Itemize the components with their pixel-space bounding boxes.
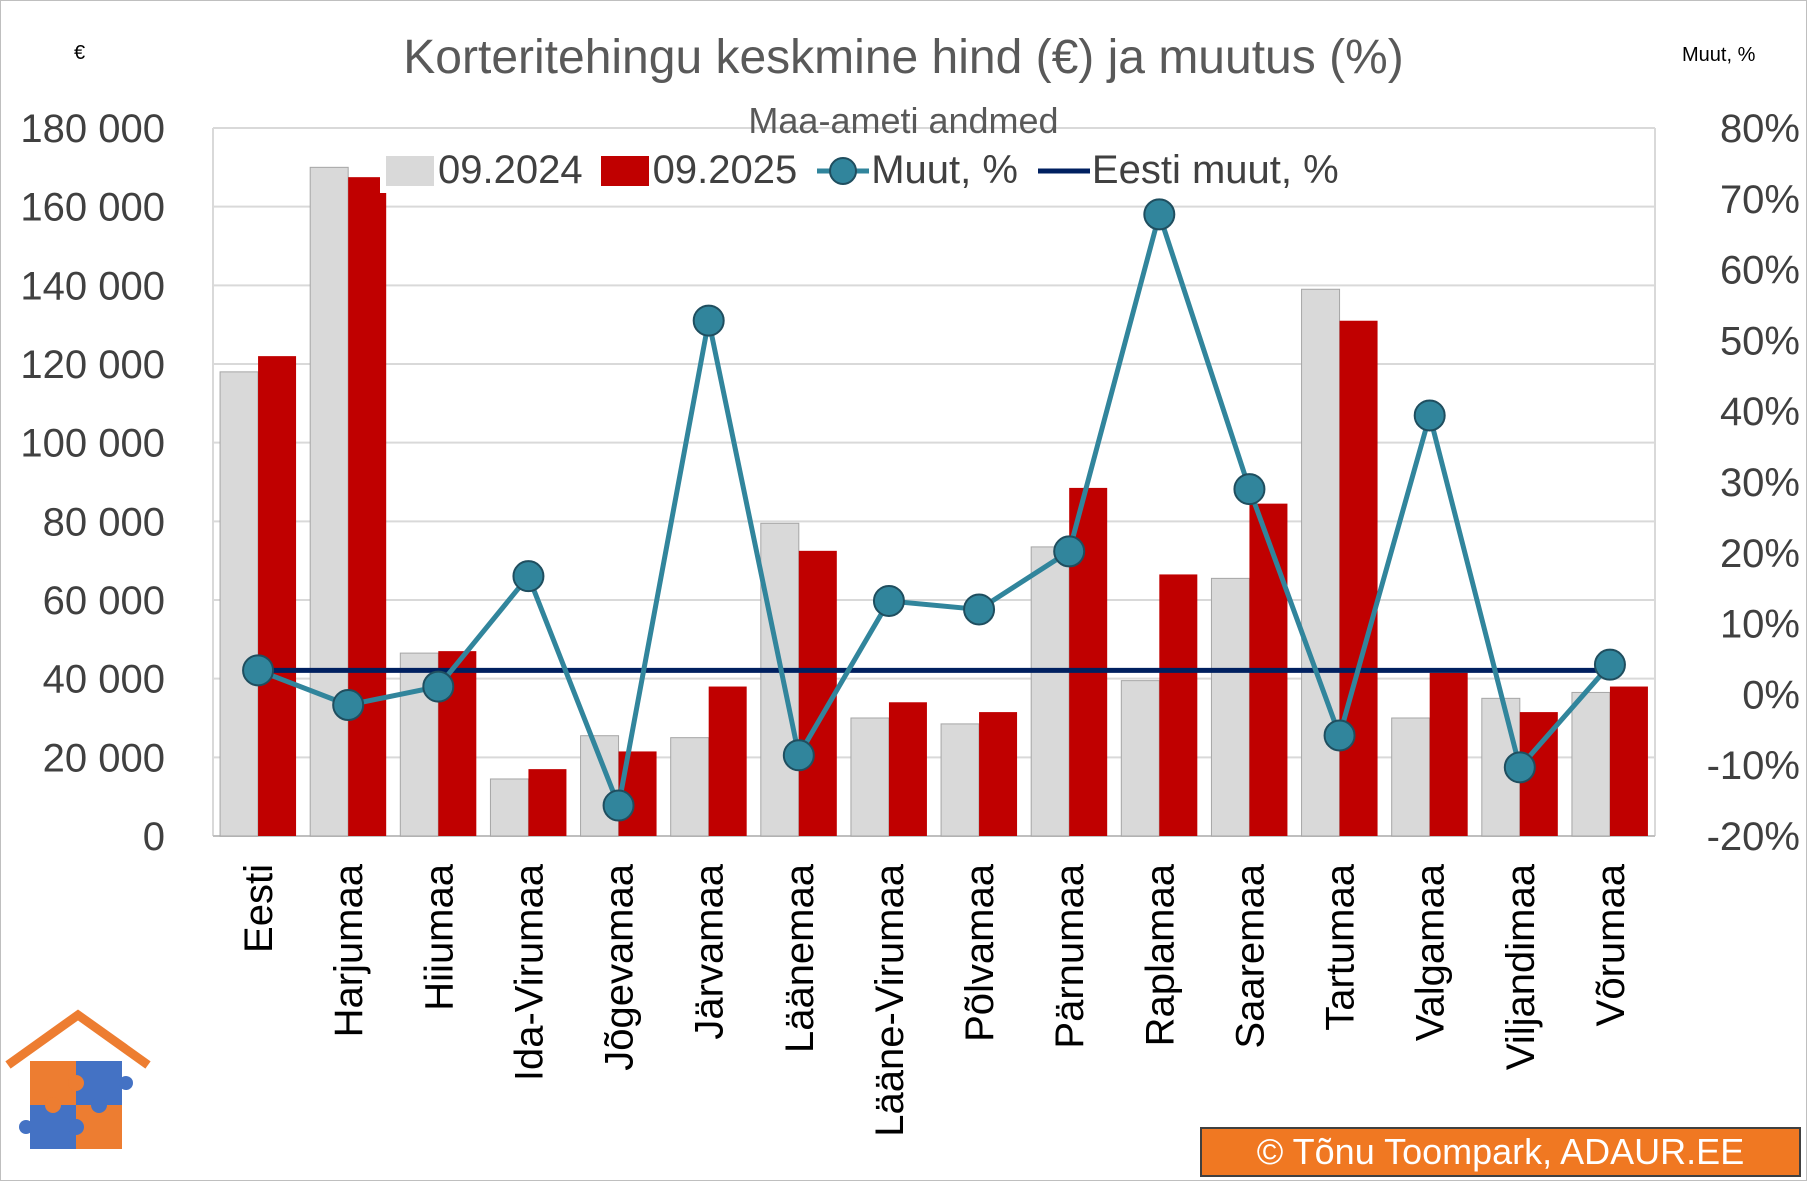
x-tick-label: Jõgevamaa [598, 863, 642, 1071]
copyright-badge: © Tõnu Toompark, ADAUR.EE [1200, 1127, 1801, 1177]
legend-swatch-eesti-muut [1037, 168, 1090, 173]
bar-2024 [1210, 577, 1250, 837]
muut-point [1323, 719, 1356, 752]
bar-2024 [670, 737, 710, 837]
x-tick-label: Põlvamaa [958, 863, 1002, 1042]
y-tick-label: 160 000 [20, 186, 165, 230]
bar-2025 [1609, 686, 1648, 836]
muut-line [257, 205, 1612, 815]
bar-2025 [258, 356, 297, 836]
legend-label-2024: 09.2024 [438, 148, 583, 192]
y2-tick-label: 40% [1720, 390, 1800, 434]
muut-point [692, 304, 725, 337]
bar-2025 [1339, 320, 1378, 836]
bar-2025 [528, 769, 567, 836]
bar-2024 [219, 371, 259, 837]
bar-2024 [850, 717, 890, 837]
x-tick-label: Valgamaa [1409, 863, 1453, 1041]
bar-2024 [1030, 546, 1070, 837]
x-tick-label: Harjumaa [327, 863, 371, 1037]
copyright-text: © Tõnu Toompark, ADAUR.EE [1256, 1131, 1745, 1173]
legend-item-eesti-muut: Eesti muut, % [1036, 148, 1339, 193]
bar-2024 [760, 522, 800, 837]
y-tick-label: 180 000 [20, 107, 165, 151]
y-tick-label: 100 000 [20, 422, 165, 466]
x-tick-label: Eesti [237, 864, 281, 953]
y2-tick-label: 60% [1720, 249, 1800, 293]
y-tick-label: 140 000 [20, 264, 165, 308]
muut-point [963, 593, 996, 626]
legend-item-2025: 09.2025 [600, 148, 798, 193]
y2-tick-label: 0% [1742, 673, 1800, 717]
bar-2024 [1391, 717, 1431, 837]
y2-tick-label: 80% [1720, 107, 1800, 151]
x-tick-label: Saaremaa [1228, 863, 1272, 1048]
y2-tick-label: -20% [1707, 815, 1800, 859]
muut-point [1593, 648, 1626, 681]
y2-tick-label: 10% [1720, 603, 1800, 647]
x-tick-label: Lääne-Virumaa [868, 863, 912, 1137]
bar-2024 [1120, 680, 1160, 837]
muut-point [1503, 751, 1536, 784]
y-tick-label: 80 000 [43, 500, 165, 544]
muut-point [1053, 535, 1086, 568]
legend-item-muut: Muut, % [815, 148, 1018, 193]
y2-tick-label: 50% [1720, 319, 1800, 363]
legend-swatch-2024 [386, 155, 434, 186]
muut-point [602, 789, 635, 822]
y2-tick-label: 70% [1720, 178, 1800, 222]
bar-2025 [348, 177, 387, 836]
legend: 09.2024 09.2025 Muut, % Eesti muut, % [380, 148, 1363, 193]
y2-tick-label: 20% [1720, 532, 1800, 576]
legend-label-muut: Muut, % [871, 148, 1018, 192]
bar-2025 [1429, 672, 1468, 836]
bar-2025 [1159, 574, 1198, 836]
legend-label-2025: 09.2025 [652, 148, 798, 192]
x-tick-label: Ida-Virumaa [507, 863, 551, 1081]
right-axis-unit: Muut, % [1682, 44, 1756, 66]
x-tick-label: Viljandimaa [1499, 863, 1543, 1070]
bar-2025 [708, 686, 747, 836]
muut-point [1413, 399, 1446, 432]
legend-item-2024: 09.2024 [386, 148, 583, 193]
y2-tick-label: 30% [1720, 461, 1800, 505]
y2-tick-label: -10% [1707, 744, 1800, 788]
y-tick-label: 40 000 [43, 658, 165, 702]
muut-point [422, 670, 455, 703]
x-tick-label: Võrumaa [1589, 863, 1633, 1026]
muut-point [1233, 473, 1266, 506]
chart-title: Korteritehingu keskmine hind (€) ja muut… [403, 31, 1404, 84]
bar-2024 [940, 723, 980, 837]
y-tick-label: 60 000 [43, 579, 165, 623]
x-tick-label: Tartumaa [1319, 863, 1363, 1030]
y-tick-label: 0 [143, 815, 165, 859]
muut-point [1143, 198, 1176, 231]
x-tick-label: Pärnumaa [1048, 863, 1092, 1048]
bar-2024 [1301, 288, 1341, 837]
bar-2024 [309, 166, 349, 837]
legend-swatch-2025 [600, 155, 649, 186]
bar-2025 [888, 702, 927, 836]
muut-point [872, 584, 905, 617]
legend-swatch-muut [817, 156, 870, 185]
x-tick-label: Läänemaa [778, 863, 822, 1053]
bar-2024 [1571, 691, 1611, 837]
x-tick-label: Järvamaa [688, 863, 732, 1039]
chart-subtitle: Maa-ameti andmed [748, 100, 1059, 141]
x-tick-label: Hiiumaa [417, 863, 461, 1010]
muut-point [782, 739, 815, 772]
left-axis-unit: € [74, 42, 86, 64]
house-puzzle-logo-icon [5, 1009, 151, 1149]
legend-label-eesti-muut: Eesti muut, % [1091, 148, 1339, 192]
bar-2025 [798, 550, 837, 836]
muut-point [512, 560, 545, 593]
muut-point [242, 654, 275, 687]
muut-point [332, 689, 365, 722]
y-tick-label: 120 000 [20, 343, 165, 387]
bar-2024 [489, 778, 529, 837]
bar-2025 [979, 712, 1018, 836]
x-tick-label: Raplamaa [1138, 863, 1182, 1046]
y-tick-label: 20 000 [43, 736, 165, 780]
